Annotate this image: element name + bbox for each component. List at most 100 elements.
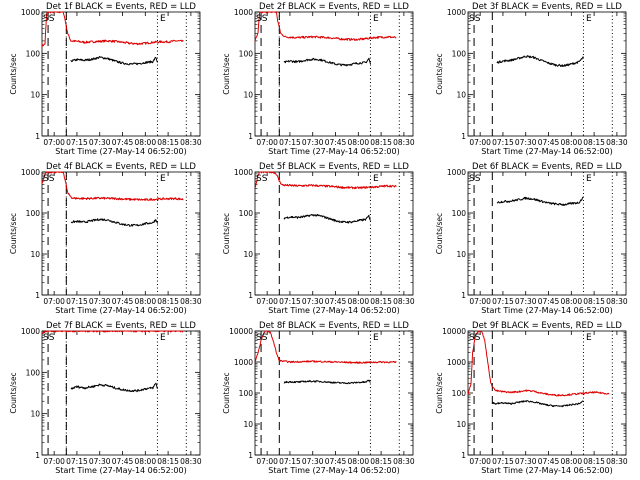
panel-det-7f: Det 7f BLACK = Events, RED = LLD 1 10 100 10… xyxy=(9,321,202,475)
plot-frame xyxy=(254,330,414,456)
y-tick-label: 1 xyxy=(461,451,466,460)
x-tick-label: 07:15 xyxy=(279,457,301,466)
x-tick-label: 08:30 xyxy=(393,297,415,306)
x-tick-label: 07:45 xyxy=(538,138,560,147)
y-tick-label: 1 xyxy=(35,451,40,460)
x-tick-label: 08:00 xyxy=(560,297,582,306)
marker-label: E xyxy=(586,174,592,184)
y-axis-label: Counts/sec xyxy=(9,372,18,413)
x-tick-label: 07:30 xyxy=(302,297,324,306)
series-events-line xyxy=(283,379,371,385)
x-tick-label: 08:00 xyxy=(560,457,582,466)
y-axis-label: Counts/sec xyxy=(435,213,444,254)
x-tick-label: 08:15 xyxy=(583,297,605,306)
x-tick-label: 07:00 xyxy=(43,457,65,466)
panel-det-4f: Det 4f BLACK = Events, RED = LLD 1 10 100 10… xyxy=(9,162,202,315)
y-tick-label: 100 xyxy=(26,209,41,218)
y-tick-label: 100 xyxy=(239,49,254,58)
plot-frame xyxy=(467,11,627,137)
x-axis-label: Start Time (27-May-14 06:52:00) xyxy=(55,306,186,315)
panel-title: Det 6f BLACK = Events, RED = LLD xyxy=(472,162,622,172)
marker-label: SS xyxy=(469,333,481,343)
panel-det-2f: Det 2f BLACK = Events, RED = LLD 1 10 100 10… xyxy=(222,2,415,156)
series-events-line xyxy=(70,218,158,227)
y-tick-label: 1 xyxy=(461,132,466,141)
panel-title: Det 3f BLACK = Events, RED = LLD xyxy=(472,2,622,12)
y-tick-label: 1000 xyxy=(447,8,466,17)
panel-det-8f: Det 8f BLACK = Events, RED = LLD 1 10 100 10… xyxy=(222,321,415,475)
x-tick-label: 07:15 xyxy=(492,297,514,306)
x-tick-label: 07:30 xyxy=(302,457,324,466)
y-tick-label: 100 xyxy=(452,209,467,218)
series-lld-line xyxy=(467,330,610,397)
y-axis-label: Counts/sec xyxy=(222,372,231,413)
x-tick-label: 08:00 xyxy=(347,297,369,306)
y-tick-label: 1 xyxy=(35,291,40,300)
y-axis-label: Counts/sec xyxy=(222,213,231,254)
panel-title: Det 2f BLACK = Events, RED = LLD xyxy=(259,2,409,12)
marker-label: SS xyxy=(469,14,481,24)
x-axis-label: Start Time (27-May-14 06:52:00) xyxy=(268,466,399,475)
marker-label: SS xyxy=(469,174,481,184)
y-tick-label: 1000 xyxy=(234,168,253,177)
x-tick-label: 07:30 xyxy=(89,297,111,306)
x-tick-label: 08:15 xyxy=(157,457,179,466)
x-tick-label: 07:45 xyxy=(538,297,560,306)
x-tick-label: 08:30 xyxy=(606,457,628,466)
panel-det-1f: Det 1f BLACK = Events, RED = LLD 1 10 100 10… xyxy=(9,2,202,156)
x-tick-label: 07:45 xyxy=(325,297,347,306)
series-lld-line xyxy=(41,11,184,48)
y-tick-label: 1 xyxy=(461,291,466,300)
marker-label: SS xyxy=(43,174,55,184)
y-tick-label: 1000 xyxy=(447,358,466,367)
y-axis-label: Counts/sec xyxy=(435,372,444,413)
plot-frame xyxy=(41,171,201,296)
series-lld-line xyxy=(254,11,397,42)
x-tick-label: 07:30 xyxy=(89,457,111,466)
y-axis-label: Counts/sec xyxy=(222,53,231,94)
plot-frame xyxy=(467,171,627,296)
x-axis-label: Start Time (27-May-14 06:52:00) xyxy=(481,466,612,475)
y-tick-label: 1000 xyxy=(447,168,466,177)
y-tick-label: 100 xyxy=(239,209,254,218)
series-lld-line xyxy=(41,171,184,201)
x-tick-label: 08:15 xyxy=(157,297,179,306)
panel-title: Det 1f BLACK = Events, RED = LLD xyxy=(46,2,196,12)
y-tick-label: 100 xyxy=(26,368,41,377)
x-tick-label: 08:30 xyxy=(606,138,628,147)
x-tick-label: 07:15 xyxy=(279,297,301,306)
x-tick-label: 08:00 xyxy=(134,297,156,306)
y-tick-label: 100 xyxy=(26,49,41,58)
panel-det-6f: Det 6f BLACK = Events, RED = LLD 1 10 100 10… xyxy=(435,162,628,315)
y-tick-label: 10 xyxy=(30,250,40,259)
marker-label: E xyxy=(160,174,166,184)
x-tick-label: 07:15 xyxy=(66,138,88,147)
series-lld-line xyxy=(42,330,184,334)
x-tick-label: 07:00 xyxy=(256,457,278,466)
x-tick-label: 07:45 xyxy=(538,457,560,466)
y-tick-label: 10000 xyxy=(229,327,253,336)
panel-title: Det 9f BLACK = Events, RED = LLD xyxy=(472,321,622,331)
x-tick-label: 07:15 xyxy=(492,138,514,147)
x-tick-label: 07:45 xyxy=(325,457,347,466)
series-events-line xyxy=(70,55,158,66)
panel-title: Det 7f BLACK = Events, RED = LLD xyxy=(46,321,196,331)
x-tick-label: 07:45 xyxy=(112,138,134,147)
y-tick-label: 1000 xyxy=(21,8,40,17)
x-tick-label: 07:00 xyxy=(469,138,491,147)
x-tick-label: 07:15 xyxy=(66,457,88,466)
plot-frame xyxy=(41,330,201,456)
y-tick-label: 1000 xyxy=(234,358,253,367)
marker-label: SS xyxy=(256,14,268,24)
x-tick-label: 08:30 xyxy=(393,138,415,147)
x-tick-label: 07:00 xyxy=(43,297,65,306)
y-tick-label: 10 xyxy=(243,91,253,100)
x-tick-label: 08:30 xyxy=(393,457,415,466)
x-tick-label: 08:30 xyxy=(180,457,202,466)
y-tick-label: 10 xyxy=(30,410,40,419)
panel-det-9f: Det 9f BLACK = Events, RED = LLD 1 10 100 10… xyxy=(435,321,628,475)
panel-det-3f: Det 3f BLACK = Events, RED = LLD 1 10 100 10… xyxy=(435,2,628,156)
series-events-line xyxy=(496,196,584,206)
x-axis-label: Start Time (27-May-14 06:52:00) xyxy=(268,147,399,156)
